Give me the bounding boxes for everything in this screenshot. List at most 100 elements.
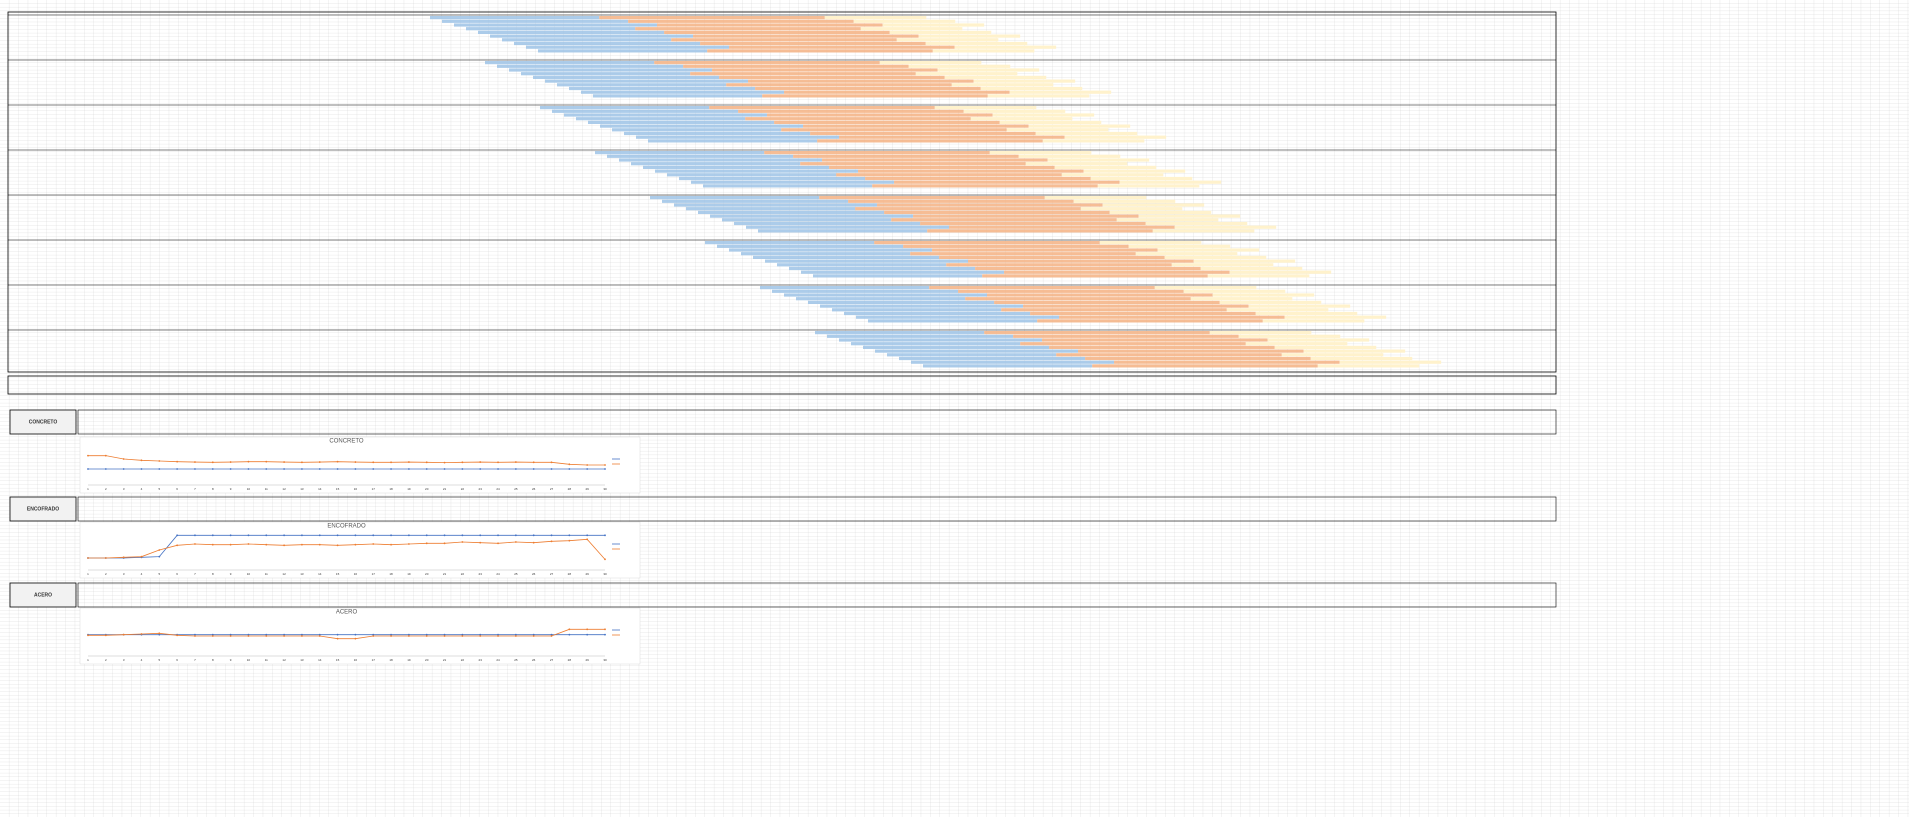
series-point (354, 633, 357, 636)
series-point (479, 468, 482, 470)
yellow-band (853, 19, 956, 23)
blue-band (502, 38, 672, 42)
orange-band (764, 151, 990, 155)
blue-band (746, 225, 950, 229)
x-tick-label: 12 (282, 572, 286, 576)
series-point (211, 468, 214, 470)
orange-band (929, 286, 1155, 290)
series-point (443, 534, 446, 537)
orange-band (865, 176, 1091, 181)
blue-band (679, 176, 866, 181)
yellow-band (1339, 360, 1442, 364)
series-point (479, 635, 482, 637)
blue-band (722, 218, 892, 222)
series-point (194, 468, 196, 470)
yellow-band (1219, 300, 1322, 304)
yellow-band (963, 109, 1066, 113)
x-tick-label: 20 (425, 658, 429, 662)
blue-band (801, 270, 1005, 274)
blue-band (509, 68, 713, 72)
x-tick-label: 7 (194, 487, 196, 491)
series-point (336, 534, 339, 537)
orange-band (829, 165, 1055, 169)
blue-band (899, 356, 1086, 361)
series-point (301, 635, 303, 637)
blue-band (710, 214, 914, 218)
x-tick-label: 9 (230, 487, 232, 491)
series-point (425, 534, 428, 537)
orange-band (913, 214, 1139, 218)
orange-band (891, 218, 1117, 222)
series-point (229, 543, 232, 546)
x-tick-label: 11 (265, 658, 268, 662)
blue-band (569, 86, 756, 91)
section-table (77, 582, 1557, 608)
x-tick-label: 6 (176, 658, 178, 662)
x-tick-label: 26 (532, 572, 536, 576)
blue-band (624, 131, 811, 136)
series-line (88, 534, 605, 559)
blue-band (911, 360, 1115, 364)
blue-band (442, 19, 629, 23)
x-tick-label: 19 (407, 487, 411, 491)
orange-band (657, 23, 883, 27)
blue-band (729, 248, 933, 252)
orange-band (927, 229, 1153, 233)
x-tick-label: 21 (443, 658, 447, 662)
series-point (211, 543, 214, 546)
yellow-band (1303, 349, 1406, 353)
series-point (604, 558, 606, 561)
series-point (425, 461, 428, 464)
orange-band (1114, 360, 1340, 364)
x-tick-label: 22 (461, 572, 465, 576)
yellow-band (1157, 248, 1260, 252)
yellow-band (980, 86, 1083, 91)
yellow-band (934, 106, 1037, 110)
yellow-band (1128, 244, 1231, 248)
blue-band (588, 120, 775, 124)
yellow-band (1193, 259, 1296, 263)
orange-band (1059, 315, 1285, 319)
yellow-band (1274, 345, 1377, 349)
series-point (604, 633, 606, 636)
orange-band (1020, 342, 1246, 346)
series-point (122, 633, 125, 636)
x-tick-label: 9 (230, 572, 232, 576)
series-point (390, 543, 392, 546)
orange-band (872, 184, 1098, 188)
x-tick-label: 9 (230, 658, 232, 662)
x-tick-label: 1 (87, 487, 89, 491)
series-point (211, 633, 214, 636)
series-point (211, 461, 214, 464)
yellow-band (1090, 176, 1193, 181)
x-tick-label: 27 (550, 572, 554, 576)
series-point (265, 534, 268, 537)
series-point (586, 628, 589, 631)
x-tick-label: 3 (123, 487, 125, 491)
yellow-band (1209, 331, 1312, 335)
yellow-band (944, 75, 1047, 79)
series-point (104, 634, 107, 637)
x-tick-label: 11 (265, 487, 268, 491)
series-point (194, 633, 196, 636)
series-point (407, 543, 410, 545)
series-point (194, 543, 196, 545)
series-point (604, 464, 606, 466)
x-tick-label: 10 (247, 487, 251, 491)
orange-band (894, 180, 1120, 184)
series-point (194, 635, 196, 637)
series-point (176, 544, 179, 547)
x-tick-label: 6 (176, 487, 178, 491)
orange-band (709, 106, 935, 110)
blue-band (593, 94, 763, 98)
yellow-band (1035, 131, 1138, 136)
blue-band (514, 41, 701, 46)
orange-band (975, 266, 1201, 271)
yellow-band (1064, 135, 1167, 139)
x-tick-label: 27 (550, 658, 554, 662)
orange-band (958, 289, 1184, 293)
orange-band (920, 221, 1146, 226)
blue-band (674, 203, 878, 207)
series-point (354, 637, 357, 640)
blue-band (478, 30, 665, 34)
